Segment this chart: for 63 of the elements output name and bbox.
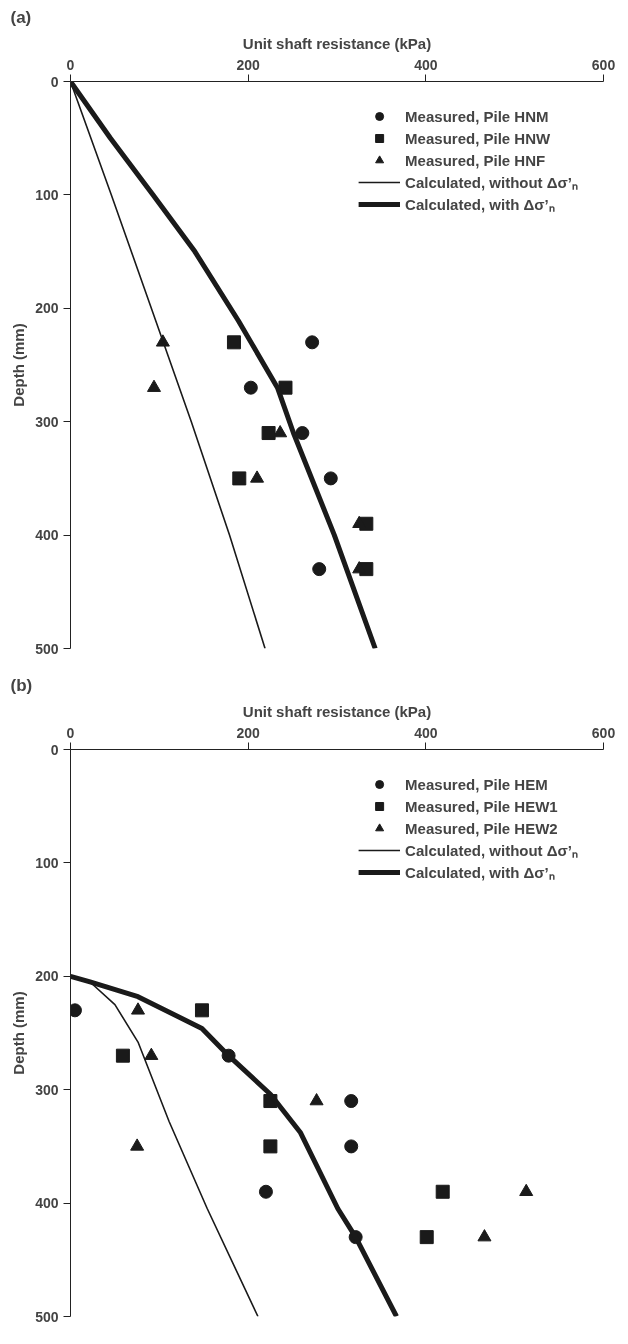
- legend-label: Measured, Pile HNW: [405, 129, 551, 147]
- legend-label: Measured, Pile HEW1: [405, 797, 558, 815]
- point: [243, 380, 258, 395]
- point: [130, 1138, 145, 1151]
- y-tick-label: 500: [35, 1308, 59, 1325]
- point: [115, 1048, 130, 1063]
- point: [194, 1003, 209, 1018]
- point: [419, 1230, 434, 1245]
- y-tick-label: 400: [35, 1195, 59, 1212]
- point: [261, 426, 276, 441]
- x-tick-label: 400: [414, 56, 438, 73]
- point: [305, 335, 320, 350]
- x-tick-label: 0: [66, 724, 75, 741]
- y-tick-label: 0: [50, 73, 59, 90]
- x-axis-title: Unit shaft resistance (kPa): [242, 702, 432, 720]
- point: [131, 1002, 146, 1015]
- legend-label: Measured, Pile HEM: [405, 775, 548, 793]
- x-tick-label: 0: [66, 56, 75, 73]
- legend-label: Calculated, without Δσ’ₙ: [405, 173, 578, 192]
- point: [144, 1047, 159, 1060]
- point: [312, 562, 327, 577]
- y-tick-label: 400: [35, 527, 59, 544]
- y-tick-label: 300: [35, 1081, 59, 1098]
- point: [273, 425, 288, 438]
- point: [155, 334, 170, 347]
- y-tick-label: 500: [35, 640, 59, 657]
- y-tick-label: 200: [35, 968, 59, 985]
- point: [344, 1139, 359, 1154]
- point: [323, 471, 338, 486]
- point: [263, 1139, 278, 1154]
- point: [477, 1229, 492, 1242]
- x-tick-label: 600: [591, 56, 616, 73]
- point: [226, 335, 241, 350]
- chart-title: (a): [10, 7, 32, 27]
- legend-label: Measured, Pile HNF: [405, 151, 546, 169]
- legend-label: Calculated, without Δσ’ₙ: [405, 841, 578, 860]
- y-axis-title: Depth (mm): [10, 323, 28, 407]
- point: [278, 380, 293, 395]
- point: [295, 426, 310, 441]
- x-tick-label: 200: [236, 724, 261, 741]
- y-tick-label: 300: [35, 413, 59, 430]
- legend-label: Calculated, with Δσ’ₙ: [405, 195, 555, 214]
- point: [250, 470, 265, 483]
- legend-label: Measured, Pile HNM: [405, 107, 549, 125]
- y-tick-label: 100: [35, 186, 59, 203]
- x-tick-label: 600: [591, 724, 616, 741]
- chart-title: (b): [10, 675, 33, 695]
- y-tick-label: 200: [35, 300, 59, 317]
- y-axis-title: Depth (mm): [10, 991, 28, 1075]
- point: [147, 379, 161, 392]
- point: [519, 1183, 534, 1197]
- y-tick-label: 100: [35, 854, 59, 871]
- y-tick-label: 0: [50, 741, 59, 758]
- point: [344, 1094, 359, 1109]
- x-tick-label: 200: [236, 56, 261, 73]
- x-tick-label: 400: [414, 724, 438, 741]
- point: [435, 1184, 450, 1199]
- point: [309, 1093, 324, 1106]
- point: [258, 1184, 273, 1199]
- point: [232, 471, 247, 486]
- legend-label: Calculated, with Δσ’ₙ: [405, 863, 555, 882]
- x-axis-title: Unit shaft resistance (kPa): [242, 34, 432, 52]
- legend-label: Measured, Pile HEW2: [405, 819, 558, 837]
